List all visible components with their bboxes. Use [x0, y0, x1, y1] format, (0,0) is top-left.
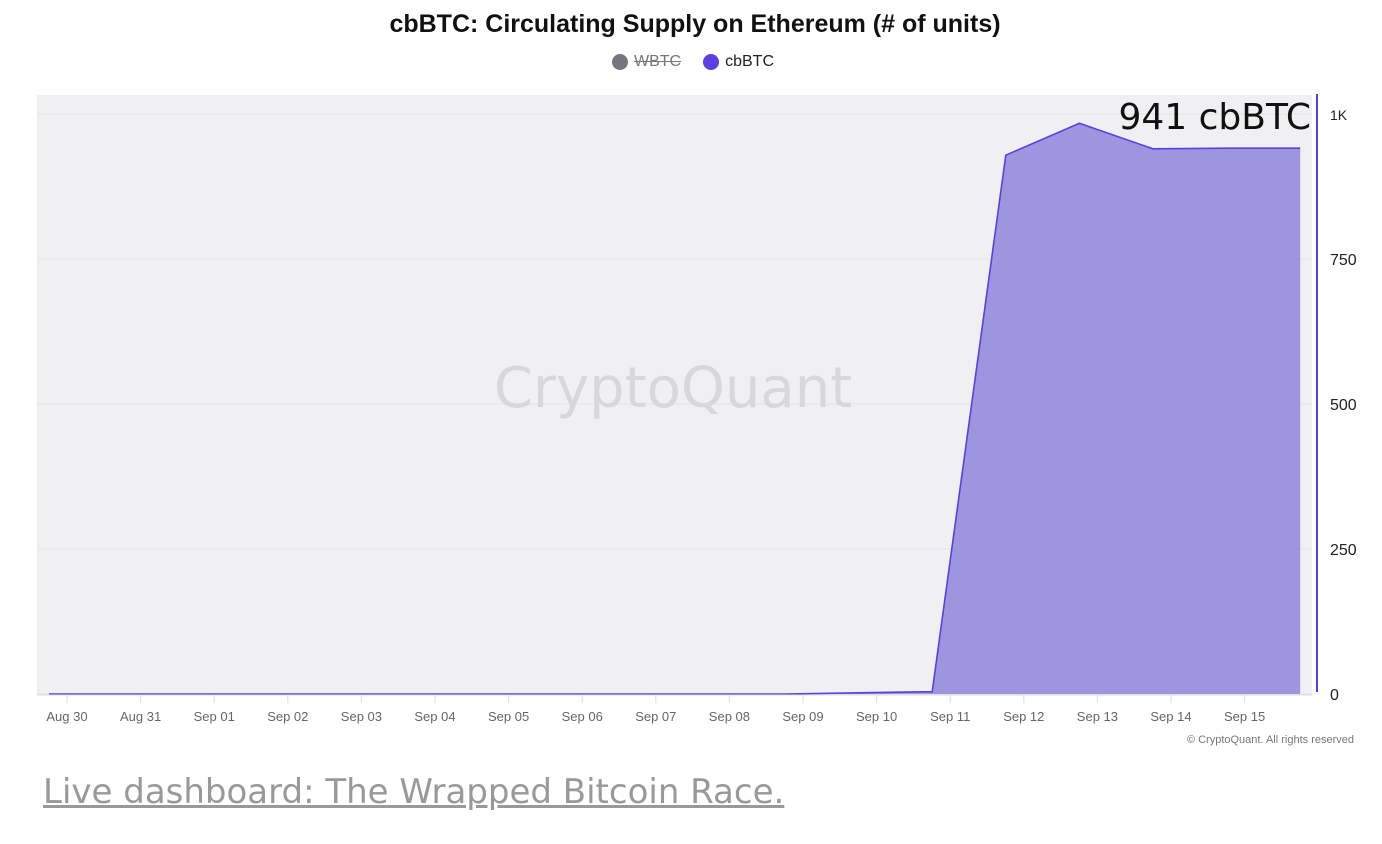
y-tick-label: 500 — [1330, 397, 1357, 414]
legend: WBTC cbBTC — [612, 53, 796, 71]
y-tick-label: 1K — [1330, 107, 1348, 123]
x-tick-label: Sep 15 — [1224, 709, 1265, 724]
x-tick-label: Sep 04 — [414, 709, 455, 724]
series-area-cbbtc — [49, 123, 1301, 694]
x-tick-label: Sep 13 — [1077, 709, 1118, 724]
y-tick-label: 250 — [1330, 542, 1357, 559]
x-tick-label: Aug 30 — [46, 709, 87, 724]
legend-dot-icon — [703, 54, 720, 70]
legend-item-cbbtc[interactable]: cbBTC — [703, 53, 774, 71]
x-tick-label: Sep 09 — [782, 709, 823, 724]
x-tick-label: Sep 06 — [562, 709, 603, 724]
x-tick-label: Sep 10 — [856, 709, 897, 724]
x-tick-label: Sep 12 — [1003, 709, 1044, 724]
legend-item-wbtc[interactable]: WBTC — [612, 53, 681, 71]
x-tick-label: Sep 01 — [194, 709, 235, 724]
copyright: © CryptoQuant. All rights reserved — [1186, 734, 1354, 746]
legend-label: WBTC — [634, 53, 682, 70]
annotation-label: 941 cbBTC — [1118, 97, 1311, 138]
y-tick-label: 750 — [1330, 252, 1357, 269]
x-tick-label: Sep 03 — [341, 709, 382, 724]
series-line-cbbtc — [49, 122, 1301, 695]
x-tick-label: Sep 02 — [267, 709, 308, 724]
x-tick-label: Sep 08 — [709, 709, 750, 724]
chart-svg: 0 250 500 750 1K CryptoQuant Aug 30 Aug 31 Sep 0… — [37, 94, 1357, 724]
x-tick-label: Sep 07 — [635, 709, 676, 724]
legend-label: cbBTC — [725, 53, 775, 70]
x-tick-label: Sep 05 — [488, 709, 529, 724]
watermark: CryptoQuant — [494, 356, 852, 421]
legend-dot-icon — [612, 54, 628, 70]
dashboard-link[interactable]: Live dashboard: The Wrapped Bitcoin Race… — [43, 772, 785, 812]
x-tick-label: Sep 11 — [930, 709, 970, 724]
x-tick-label: Sep 14 — [1150, 709, 1191, 724]
chart-title: cbBTC: Circulating Supply on Ethereum (#… — [389, 10, 1001, 38]
x-tick-label: Aug 31 — [120, 709, 161, 724]
y-tick-label: 0 — [1330, 687, 1339, 704]
